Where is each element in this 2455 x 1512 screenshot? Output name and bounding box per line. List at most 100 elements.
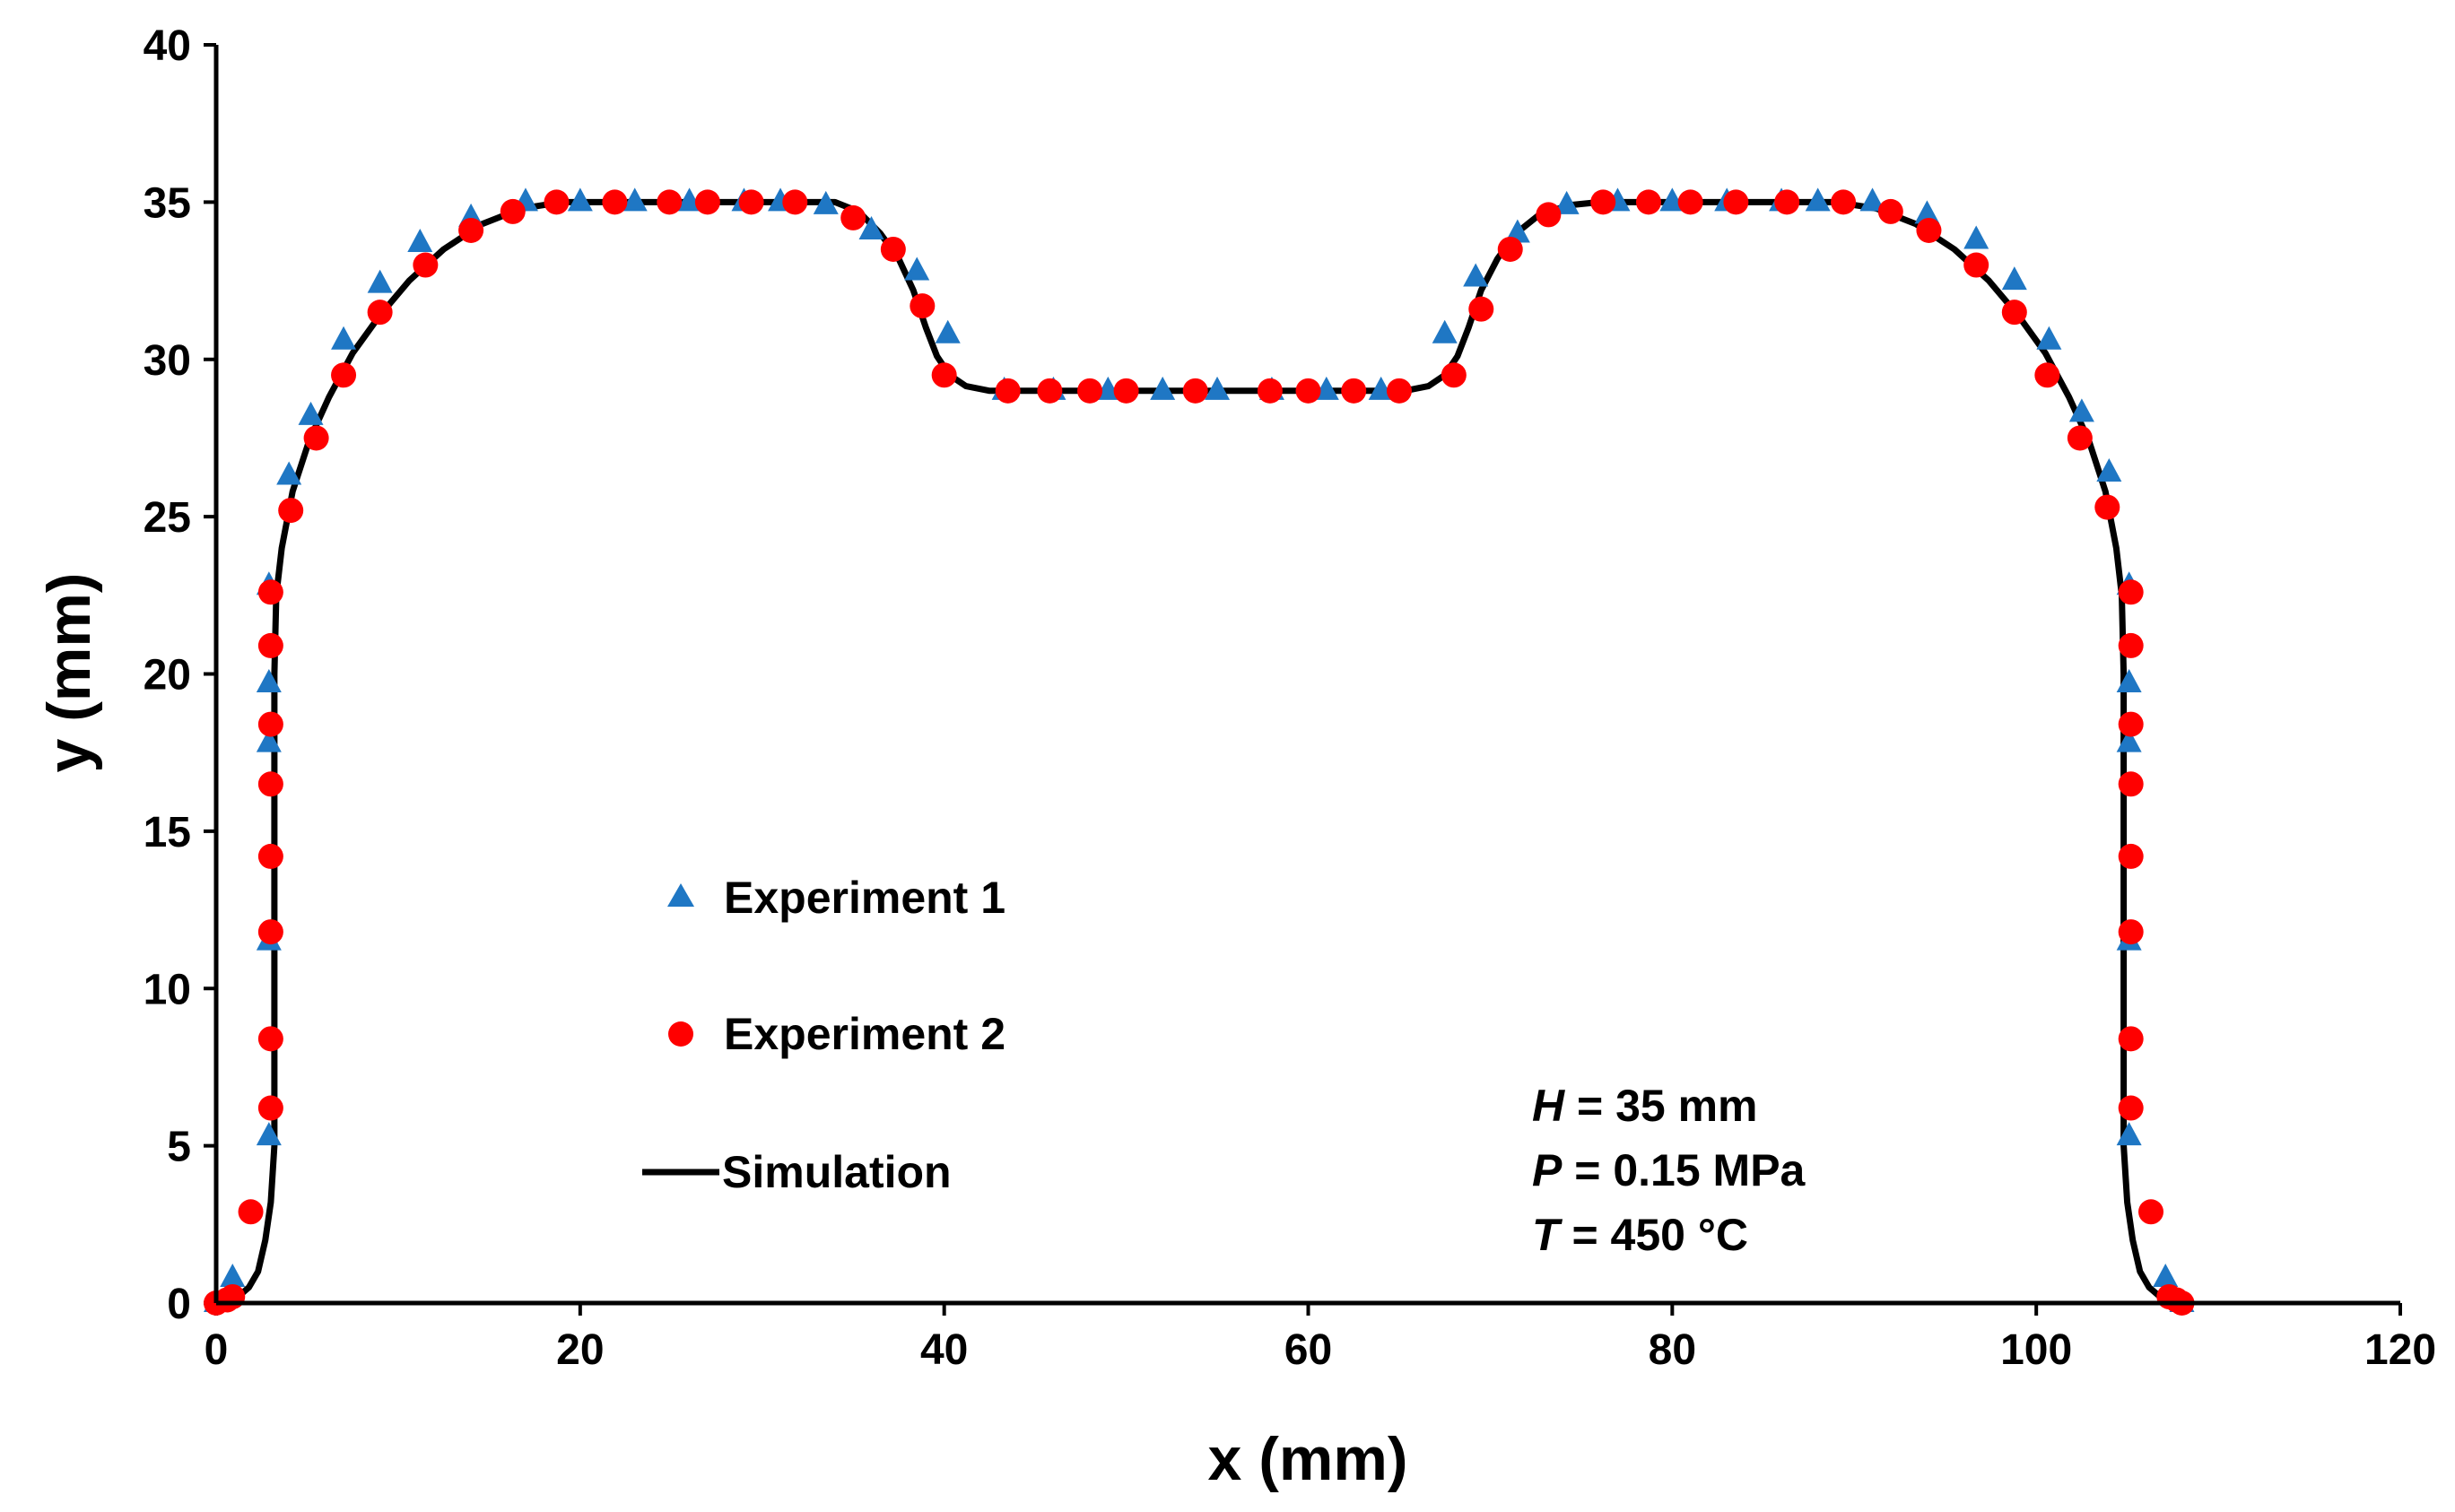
data-point-experiment-2 [331,362,357,388]
data-point-experiment-2 [1774,189,1800,215]
data-point-experiment-1 [2116,669,2142,693]
data-point-experiment-2 [738,189,764,215]
data-point-experiment-1 [256,1122,282,1146]
data-point-experiment-2 [257,579,283,605]
x-tick-label: 0 [205,1326,229,1374]
data-point-experiment-2 [2138,1199,2164,1225]
data-point-experiment-2 [1536,202,1562,228]
x-tick-label: 40 [920,1326,968,1374]
y-tick-label: 5 [167,1124,191,1171]
annotation-p-value: = 0.15 MPa [1562,1145,1806,1195]
annotation-h-value: = 35 mm [1564,1081,1757,1131]
data-point-experiment-1 [2068,398,2094,422]
data-point-experiment-2 [413,252,439,278]
data-point-experiment-1 [1963,225,1989,249]
data-point-experiment-2 [2118,1026,2144,1052]
data-point-experiment-2 [1295,378,1321,404]
tick-labels: 0 20 40 60 80 100 120 0 5 10 15 20 25 30 35 40 [144,22,2436,1374]
x-axis-title: x (mm) [1208,1425,1408,1493]
data-point-experiment-2 [544,189,570,215]
data-point-experiment-2 [1877,198,1903,224]
data-point-experiment-2 [1341,378,1367,404]
data-point-experiment-2 [257,1026,283,1052]
data-point-experiment-2 [1468,296,1494,322]
data-point-experiment-2 [2118,771,2144,797]
data-point-experiment-2 [257,1095,283,1121]
data-point-experiment-2 [257,771,283,797]
y-tick-label: 35 [144,179,191,227]
annotation-t: T = 450 °C [1532,1210,1748,1260]
y-tick-label: 30 [144,337,191,385]
x-tick-label: 100 [2000,1326,2072,1374]
data-point-experiment-2 [303,425,329,451]
x-tick-label: 80 [1649,1326,1696,1374]
annotation-t-var: T [1532,1210,1563,1260]
data-point-experiment-2 [500,198,526,224]
data-point-experiment-2 [880,236,906,262]
data-point-experiment-2 [2118,919,2144,945]
data-point-experiment-2 [2067,425,2093,451]
data-point-experiment-2 [2118,711,2144,737]
data-point-experiment-2 [1257,378,1283,404]
y-tick-label: 15 [144,809,191,856]
annotation-t-value: = 450 °C [1560,1210,1748,1260]
data-point-experiment-2 [2094,494,2120,520]
data-point-experiment-2 [782,189,808,215]
data-point-experiment-1 [1205,376,1231,400]
data-point-experiment-2 [694,189,720,215]
data-point-experiment-2 [2001,300,2027,326]
data-point-experiment-1 [1805,187,1831,212]
data-point-experiment-1 [276,461,302,485]
x-tick-label: 20 [556,1326,604,1374]
data-point-experiment-2 [1590,189,1616,215]
parameter-annotations: H = 35 mm P = 0.15 MPa T = 450 °C [1532,1081,1806,1260]
y-tick-label: 0 [167,1281,191,1328]
data-point-experiment-2 [220,1283,246,1309]
data-point-experiment-1 [331,326,357,350]
data-point-experiment-2 [2118,579,2144,605]
annotation-p-var: P [1532,1145,1563,1195]
data-point-experiment-1 [1504,219,1530,243]
data-point-experiment-2 [657,189,683,215]
data-point-experiment-2 [257,843,283,869]
data-point-experiment-1 [904,256,930,281]
x-tick-label: 60 [1284,1326,1332,1374]
data-point-experiment-2 [1182,378,1208,404]
y-tick-label: 10 [144,966,191,1013]
data-point-experiment-1 [367,269,393,293]
data-point-experiment-1 [256,669,282,693]
data-point-experiment-2 [1831,189,1857,215]
legend-label-experiment-1: Experiment 1 [724,873,1006,923]
data-point-experiment-1 [2096,458,2122,482]
y-axis-title: y (mm) [35,573,103,773]
data-point-experiment-1 [2001,266,2027,291]
data-point-experiment-2 [2118,843,2144,869]
data-point-experiment-2 [840,204,866,230]
data-point-experiment-2 [1635,189,1661,215]
annotation-h-var: H [1532,1081,1565,1131]
annotation-h: H = 35 mm [1532,1081,1758,1131]
data-point-experiment-2 [1723,189,1749,215]
data-point-experiment-1 [813,190,839,214]
annotation-p: P = 0.15 MPa [1532,1145,1806,1195]
axes [213,45,2400,1306]
y-tick-label: 20 [144,652,191,700]
data-point-experiment-2 [257,711,283,737]
data-point-experiment-1 [256,728,282,752]
data-point-experiment-2 [238,1199,264,1225]
data-point-experiment-2 [1113,378,1139,404]
data-point-experiment-1 [1859,187,1885,212]
data-point-experiment-1 [935,319,961,343]
data-point-experiment-1 [1554,190,1580,214]
data-point-experiment-1 [622,187,648,212]
legend-label-simulation: Simulation [722,1147,952,1197]
legend-label-experiment-2: Experiment 2 [724,1009,1006,1059]
data-point-experiment-2 [458,217,484,243]
y-tick-label: 40 [144,22,191,70]
data-point-experiment-2 [257,919,283,945]
data-point-experiment-1 [858,215,884,239]
data-point-experiment-2 [995,378,1021,404]
data-point-experiment-2 [2034,362,2060,388]
data-point-experiment-2 [1077,378,1102,404]
